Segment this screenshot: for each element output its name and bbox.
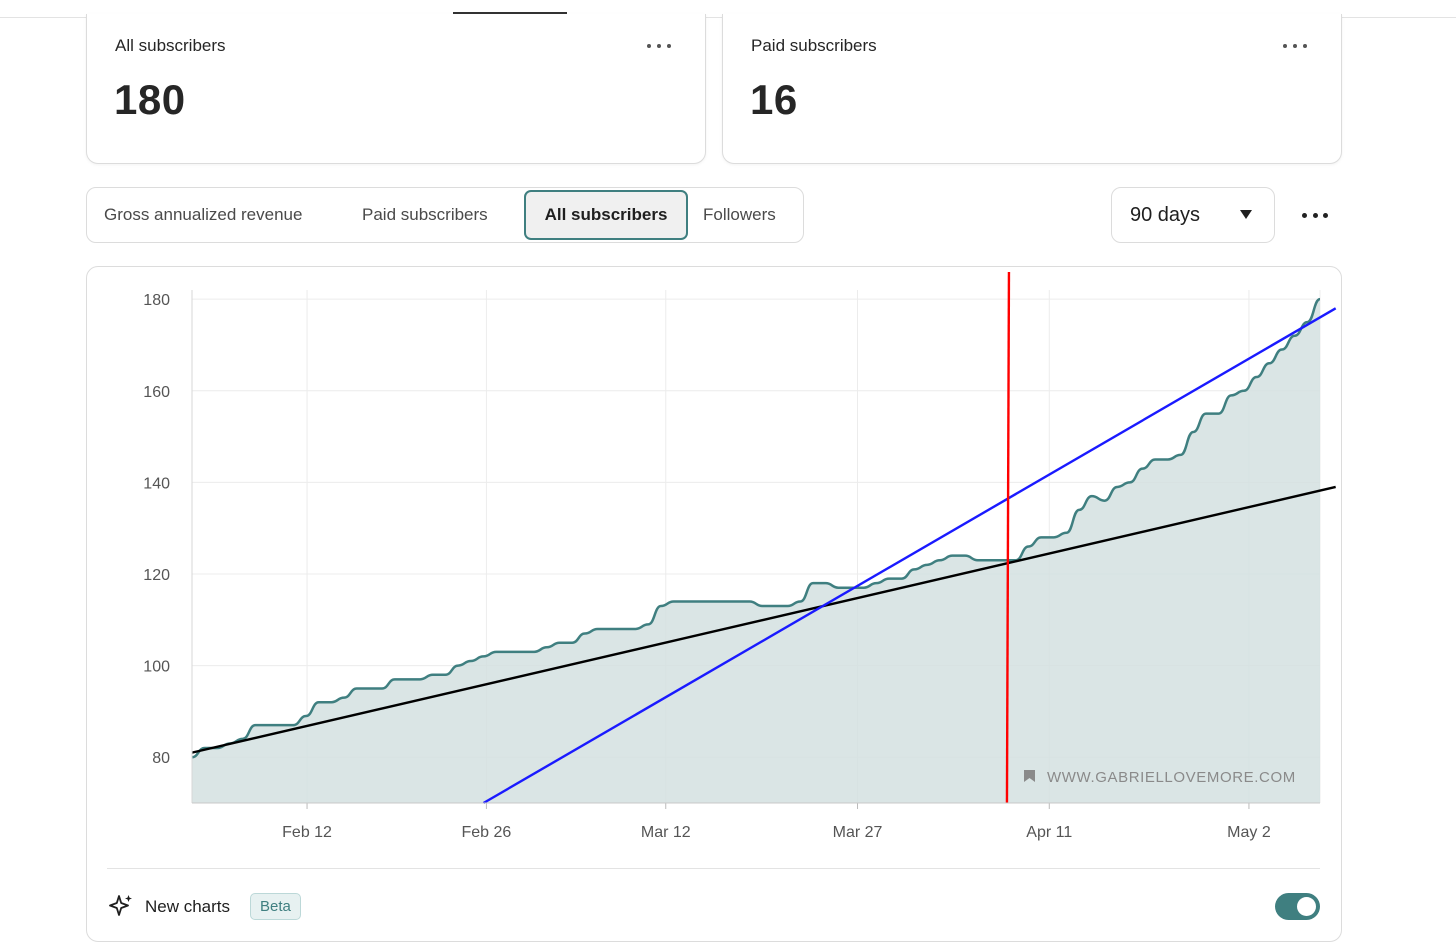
tab-gross-annualized-revenue[interactable]: Gross annualized revenue: [104, 205, 303, 224]
tab-paid-subscribers[interactable]: Paid subscribers: [362, 205, 488, 224]
beta-badge: Beta: [250, 893, 301, 920]
y-tick-label: 80: [152, 750, 170, 767]
y-tick-label: 140: [143, 475, 170, 492]
metric-tabs: Gross annualized revenue Paid subscriber…: [86, 187, 804, 243]
full-trend-line: [191, 485, 1336, 754]
all-subscribers-card: All subscribers 180: [86, 14, 706, 164]
y-tick-label: 180: [143, 292, 170, 309]
vertical-marker-line: [1005, 271, 1011, 804]
bookmark-icon: [1024, 770, 1035, 782]
y-tick-label: 160: [143, 384, 170, 401]
paid-subscribers-card: Paid subscribers 16: [722, 14, 1342, 164]
x-tick-label: May 2: [1227, 824, 1271, 841]
all-subscribers-more-icon[interactable]: [647, 36, 671, 56]
watermark-text: WWW.GABRIELLOVEMORE.COM: [1047, 769, 1296, 786]
paid-subscribers-count: 16: [750, 76, 798, 123]
x-tick-label: Feb 26: [462, 824, 512, 841]
new-charts-toggle[interactable]: [1275, 893, 1320, 920]
chart-axes: 80 100 120 140 160 180 Feb 12 Feb 26 Mar 12 Mar 2…: [143, 290, 1320, 841]
chart-annotations: [191, 271, 1337, 805]
subscribers-line: [191, 297, 1321, 759]
sparkles-icon: [109, 895, 132, 916]
toggle-knob: [1297, 897, 1316, 916]
subscribers-chart: 80 100 120 140 160 180 Feb 12 Feb 26 Mar 12 Mar 2…: [143, 271, 1337, 841]
chart-options-more-icon[interactable]: [1302, 205, 1328, 225]
time-range-value: 90 days: [1130, 204, 1201, 226]
tab-followers[interactable]: Followers: [703, 205, 776, 224]
x-tick-label: Mar 27: [833, 824, 883, 841]
new-charts-label: New charts: [145, 897, 231, 916]
watermark: WWW.GABRIELLOVEMORE.COM: [1024, 769, 1296, 786]
all-subscribers-count: 180: [114, 76, 186, 123]
y-tick-label: 120: [143, 567, 170, 584]
chart-footer-divider: [107, 868, 1320, 869]
x-tick-label: Feb 12: [282, 824, 332, 841]
y-tick-label: 100: [143, 659, 170, 676]
time-range-select[interactable]: 90 days: [1111, 187, 1275, 243]
tab-all-subscribers[interactable]: All subscribers: [524, 190, 688, 240]
recent-trend-line: [482, 307, 1337, 805]
paid-subscribers-more-icon[interactable]: [1283, 36, 1307, 56]
caret-down-icon: [1240, 210, 1252, 219]
paid-subscribers-card-label: Paid subscribers: [751, 36, 877, 55]
x-tick-label: Apr 11: [1026, 824, 1072, 841]
x-tick-label: Mar 12: [641, 824, 691, 841]
all-subscribers-card-label: All subscribers: [115, 36, 226, 55]
subscribers-area: [192, 299, 1320, 803]
